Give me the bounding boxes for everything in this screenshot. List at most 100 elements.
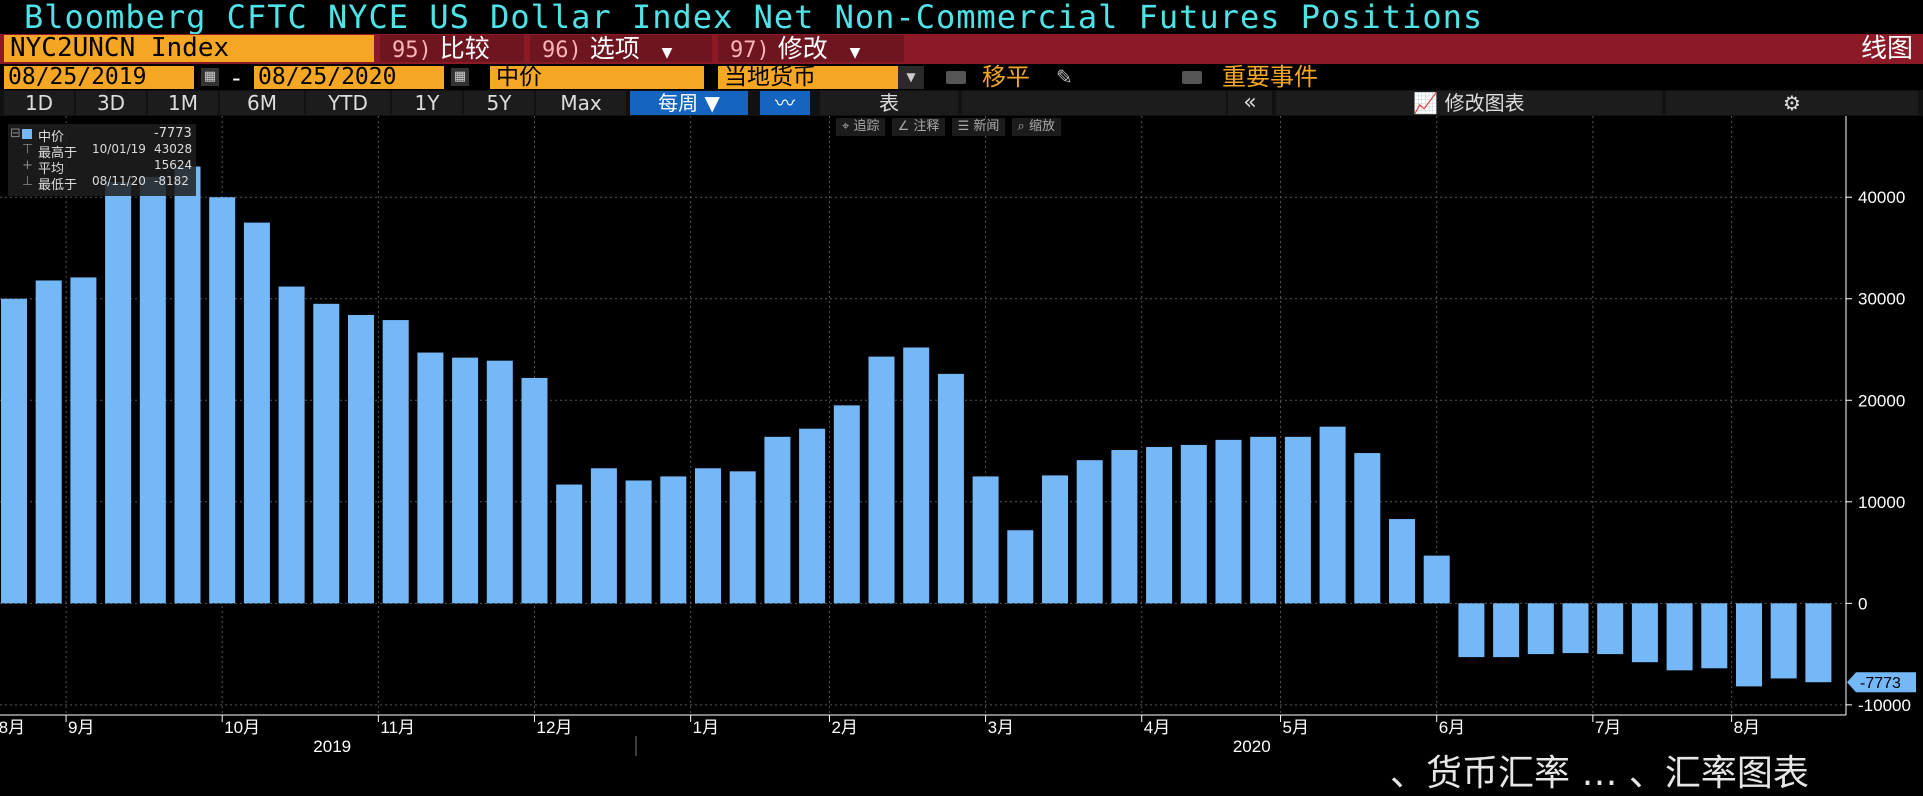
period-max-button[interactable]: Max (536, 91, 626, 115)
page-title: Bloomberg CFTC NYCE US Dollar Index Net … (24, 0, 1484, 36)
bar (521, 377, 548, 604)
settings-button[interactable]: ⚙ (1666, 91, 1918, 115)
bar (35, 280, 62, 604)
bar (764, 436, 791, 604)
bar (243, 222, 270, 604)
edit-button[interactable]: 97) 修改 ▼ (718, 34, 904, 63)
edit-number: 97) (730, 38, 770, 63)
bar (1250, 436, 1277, 604)
legend-low-date: 08/11/20 (92, 174, 146, 188)
calendar-icon[interactable]: ▦ (201, 68, 219, 86)
bar (486, 360, 513, 604)
news-tool-button[interactable]: ☰ 新闻 (951, 118, 1006, 136)
bar (903, 347, 930, 604)
high-marker-icon: ⊤ (22, 142, 34, 157)
edit-chart-button[interactable]: 📈 修改图表 (1276, 91, 1662, 115)
bar (174, 166, 201, 604)
period-1m-button[interactable]: 1M (148, 91, 218, 115)
annotate-tool-button[interactable]: ∠ 注释 (891, 118, 946, 136)
edit-chart-label: 修改图表 (1444, 91, 1525, 115)
shift-checkbox[interactable] (946, 71, 966, 84)
year-label: 2020 (1233, 737, 1271, 756)
bar (729, 471, 756, 604)
frequency-label: 每周 (658, 91, 699, 115)
x-tick-label: 1月 (693, 718, 719, 737)
collapse-button[interactable]: « (1228, 91, 1272, 115)
bar (278, 286, 305, 604)
bar (972, 476, 999, 604)
x-tick-label: 6月 (1439, 718, 1465, 737)
y-tick-label: 0 (1858, 594, 1867, 613)
table-button[interactable]: 表 (820, 91, 958, 115)
bar (1770, 603, 1797, 679)
bar (1458, 603, 1485, 658)
collapse-icon[interactable]: ⊟ (10, 126, 21, 141)
series-swatch (22, 129, 32, 139)
legend-high-value: 43028 (154, 142, 193, 156)
bar (417, 352, 444, 604)
bar-chart: 40000 30000 20000 10000 0 -10000 -7773 8月 9月 10月… (0, 116, 1916, 756)
legend-box: ⊟ 中价 -7773 ⊤ 最高于 10/01/19 43028 + 平均 156… (8, 124, 196, 196)
legend-low-label: 最低于 (38, 178, 78, 193)
period-3d-button[interactable]: 3D (76, 91, 146, 115)
compare-button[interactable]: 95) 比较 (380, 35, 524, 63)
x-tick-label: 5月 (1283, 718, 1309, 737)
watermark-text: 、货币汇率 … 、汇率图表 (1390, 753, 1809, 794)
legend-high-date: 10/01/19 (92, 142, 146, 156)
x-tick-label: 11月 (380, 718, 415, 737)
period-ytd-button[interactable]: YTD (306, 91, 390, 115)
y-tick-label: 20000 (1858, 391, 1905, 410)
bar (1215, 439, 1242, 604)
bar (139, 176, 166, 604)
bar (1736, 603, 1762, 687)
currency-select[interactable]: 当地货币 (718, 66, 898, 89)
period-1d-button[interactable]: 1D (4, 91, 74, 115)
x-tick-label: 4月 (1144, 718, 1170, 737)
bar (1666, 603, 1693, 671)
period-5y-button[interactable]: 5Y (464, 91, 534, 115)
shift-label: 移平 (982, 63, 1030, 91)
bar (452, 357, 479, 604)
bar (1354, 453, 1381, 604)
chart-type-label[interactable]: 线图 (1860, 34, 1913, 64)
calendar-icon[interactable]: ▦ (451, 68, 469, 86)
chart-spacer (962, 91, 1226, 115)
bar (1597, 603, 1624, 655)
trace-tool-button[interactable]: ⌖ 追踪 (836, 118, 886, 136)
edit-label: 修改 (777, 34, 828, 63)
bar (1042, 475, 1068, 604)
frequency-select[interactable]: 每周 ▼ (630, 91, 748, 115)
period-6m-button[interactable]: 6M (220, 91, 304, 115)
start-date-field[interactable]: 08/25/2019 (4, 66, 194, 89)
command-bar: NYC2UNCN Index 95) 比较 96) 选项 ▼ 97) 修改 ▼ … (0, 34, 1923, 64)
bar-series (1, 166, 1832, 687)
chevron-down-icon[interactable]: ▼ (898, 66, 924, 89)
bar (1805, 603, 1832, 683)
year-label: 2019 (313, 737, 351, 756)
line-chart-icon[interactable]: 〰 (760, 91, 810, 115)
legend-series-last: -7773 (154, 126, 192, 141)
ticker-field[interactable]: NYC2UNCN Index (4, 35, 374, 62)
pencil-icon[interactable]: ✎ (1056, 65, 1073, 89)
last-value-label: -7773 (1860, 675, 1901, 692)
bar (1180, 444, 1207, 604)
options-number: 96) (542, 38, 582, 63)
period-bar: 1D 3D 1M 6M YTD 1Y 5Y Max 每周 ▼ 〰 表 « 📈 修… (0, 90, 1923, 116)
zoom-tool-button[interactable]: ⌕ 缩放 (1011, 118, 1061, 136)
legend-low-value: -8182 (154, 174, 189, 188)
price-field-select[interactable]: 中价 (490, 66, 704, 89)
options-button[interactable]: 96) 选项 ▼ (530, 34, 712, 63)
x-tick-label: 9月 (68, 718, 94, 737)
options-label: 选项 (589, 34, 640, 63)
last-value-tag: -7773 (1847, 672, 1916, 693)
last-value-bg (1847, 672, 1916, 693)
events-checkbox[interactable] (1182, 71, 1202, 84)
legend-avg-label: 平均 (38, 162, 65, 177)
bar (1701, 603, 1728, 669)
bar (937, 373, 964, 604)
events-label: 重要事件 (1222, 63, 1318, 91)
bar (1111, 450, 1138, 604)
end-date-field[interactable]: 08/25/2020 (254, 66, 444, 89)
period-1y-button[interactable]: 1Y (392, 91, 462, 115)
y-axis: 40000 30000 20000 10000 0 -10000 -7773 (1845, 116, 1916, 715)
